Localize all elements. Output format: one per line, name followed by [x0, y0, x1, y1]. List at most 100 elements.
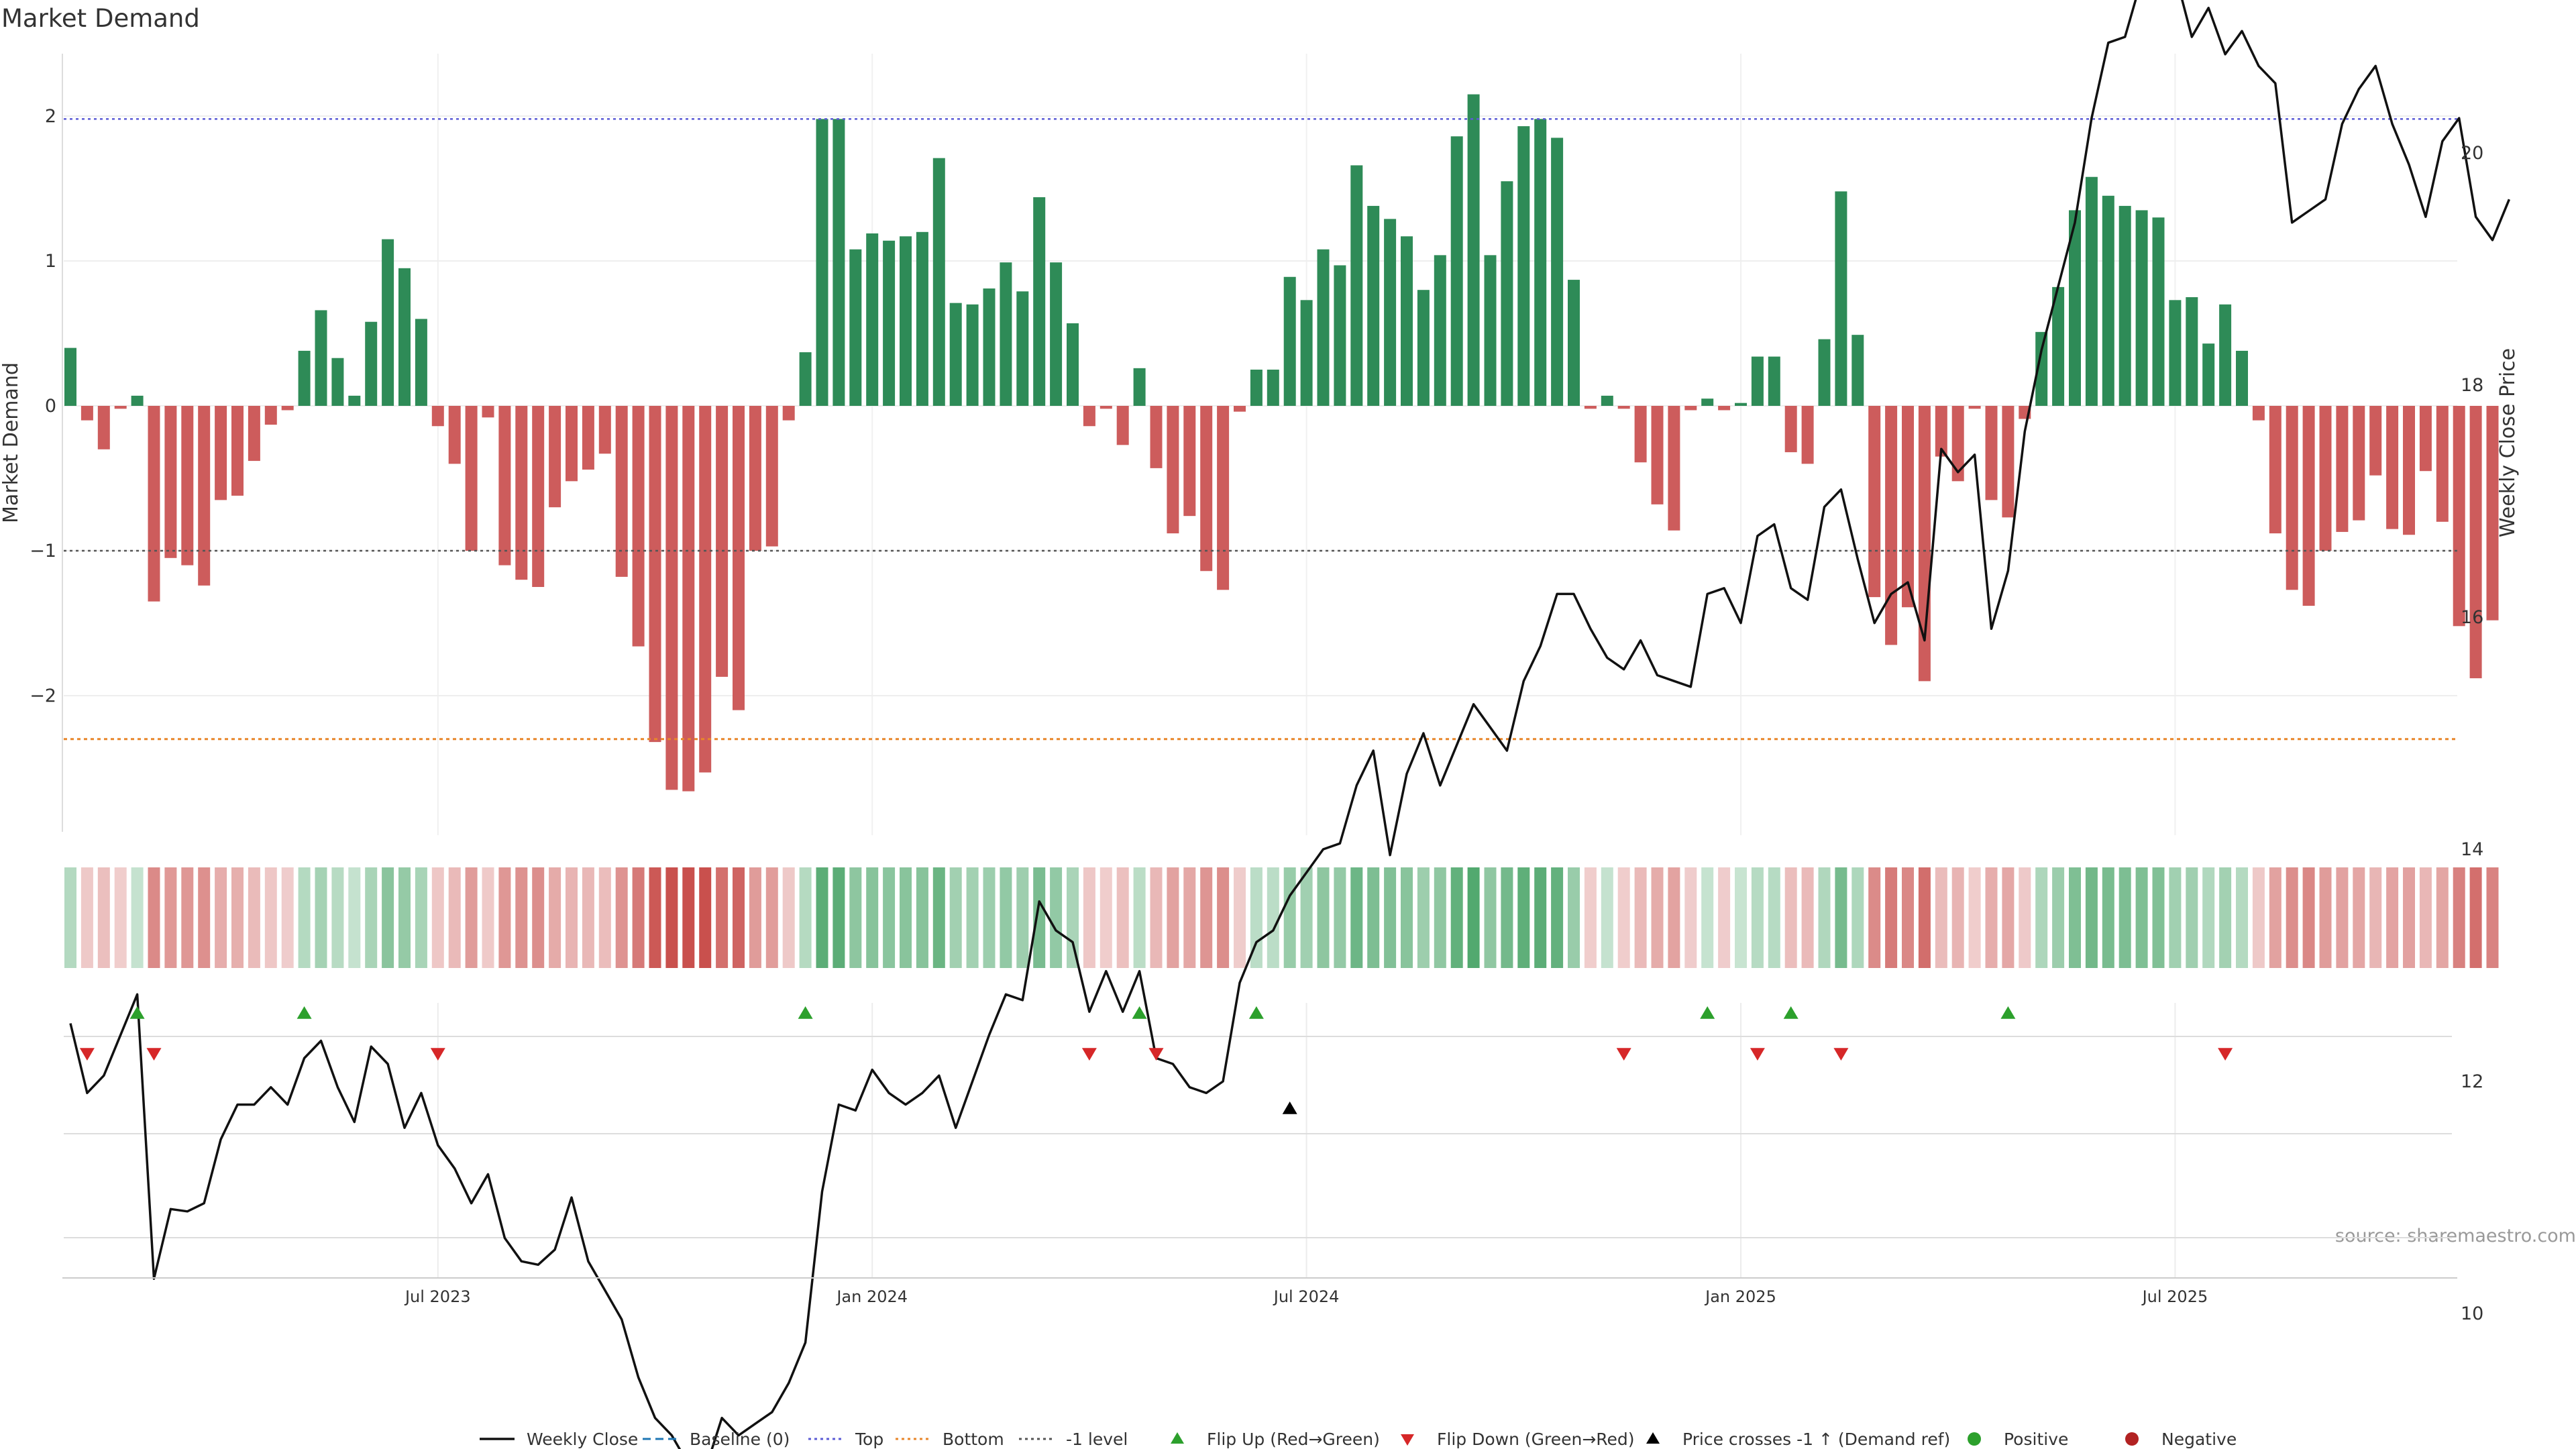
x-tick-label: Jul 2023: [404, 1287, 471, 1306]
heat-cell: [2169, 867, 2182, 968]
demand-bar: [1050, 262, 1063, 406]
heat-cell: [181, 867, 194, 968]
demand-bar: [1902, 406, 1914, 608]
demand-bar: [231, 406, 244, 496]
y2-tick-label: 12: [2461, 1071, 2483, 1092]
demand-bar: [1150, 406, 1163, 468]
demand-bar: [1467, 94, 1480, 406]
demand-bar: [281, 406, 294, 411]
demand-bar: [1417, 290, 1430, 406]
heat-cell: [966, 867, 979, 968]
legend-swatch-dot: [2125, 1432, 2139, 1446]
demand-bar: [1885, 406, 1898, 645]
demand-bar: [2453, 406, 2465, 627]
heat-cell: [2403, 867, 2415, 968]
demand-bar: [1217, 406, 1230, 590]
demand-bar: [1067, 323, 1079, 406]
demand-bar: [1501, 181, 1513, 406]
heat-cell: [1300, 867, 1313, 968]
demand-bar: [415, 319, 427, 406]
heat-cell: [2085, 867, 2098, 968]
heat-cell: [2202, 867, 2215, 968]
demand-bar: [2219, 304, 2232, 406]
demand-bar: [1250, 370, 1263, 406]
heat-cell: [1367, 867, 1380, 968]
heat-cell: [415, 867, 427, 968]
heat-cell: [97, 867, 110, 968]
flip-down-marker: [79, 1048, 95, 1061]
heat-cell: [448, 867, 461, 968]
heat-cell: [1835, 867, 1847, 968]
legend-label: Weekly Close: [527, 1430, 638, 1449]
heat-cell: [1668, 867, 1680, 968]
demand-bar: [1735, 402, 1747, 406]
heat-cell: [1283, 867, 1296, 968]
demand-bar: [2102, 195, 2114, 406]
heat-cell: [749, 867, 761, 968]
heat-cell: [916, 867, 928, 968]
demand-bar: [983, 288, 996, 406]
y2-tick-label: 18: [2461, 375, 2483, 396]
demand-bar: [2353, 406, 2365, 521]
heat-cell: [1016, 867, 1029, 968]
legend-item: Negative: [2125, 1430, 2237, 1449]
demand-bar: [532, 406, 545, 587]
demand-bar: [549, 406, 561, 508]
heat-cell: [1935, 867, 1947, 968]
demand-bar: [298, 350, 311, 406]
heat-cell: [782, 867, 795, 968]
heat-cell: [164, 867, 177, 968]
demand-bar: [916, 231, 928, 406]
flip-up-marker: [1700, 1006, 1715, 1019]
heat-cell: [348, 867, 361, 968]
x-tick-label: Jul 2025: [2141, 1287, 2208, 1306]
heat-cell: [765, 867, 778, 968]
heat-cell: [64, 867, 76, 968]
y2-tick-label: 16: [2461, 607, 2483, 628]
heat-cell: [2019, 867, 2031, 968]
price-line-group: [69, 0, 2511, 1449]
heat-cell: [2486, 867, 2499, 968]
demand-bar: [1935, 406, 1947, 457]
demand-bar: [315, 310, 327, 406]
heat-cell: [2118, 867, 2131, 968]
heat-cell: [1033, 867, 1046, 968]
flip-down-marker: [2218, 1048, 2233, 1061]
heat-cell: [2302, 867, 2315, 968]
heat-cell: [1116, 867, 1129, 968]
heat-cell: [1951, 867, 1964, 968]
demand-bar: [1283, 276, 1296, 406]
heat-cell: [431, 867, 444, 968]
heat-cell: [2453, 867, 2465, 968]
demand-bar: [2152, 217, 2165, 406]
heat-cell: [398, 867, 411, 968]
demand-bar: [1167, 406, 1179, 534]
demand-bar: [632, 406, 645, 647]
legend-item: Bottom: [896, 1430, 1004, 1449]
heat-cell: [1568, 867, 1580, 968]
demand-bar: [181, 406, 194, 566]
demand-heat-strip: [64, 867, 2499, 968]
demand-bar: [2269, 406, 2282, 534]
heat-cell: [1651, 867, 1664, 968]
heat-cell: [849, 867, 862, 968]
heat-cell: [215, 867, 227, 968]
demand-bar: [465, 406, 478, 551]
demand-bar: [515, 406, 528, 580]
heat-cell: [1417, 867, 1430, 968]
demand-bar: [1517, 126, 1530, 406]
y2-axis-label: Weekly Close Price: [2496, 348, 2520, 537]
demand-bar: [264, 406, 277, 425]
demand-bar: [2419, 406, 2432, 472]
demand-bar: [2202, 343, 2215, 406]
demand-bar: [2035, 331, 2048, 406]
y2-tick-label: 10: [2461, 1303, 2483, 1324]
heat-cell: [615, 867, 628, 968]
demand-bar: [1300, 300, 1313, 406]
heat-cell: [2369, 867, 2382, 968]
demand-bar: [1835, 191, 1847, 406]
demand-bar: [1033, 197, 1046, 406]
heat-cell: [198, 867, 211, 968]
flip-down-marker: [1148, 1048, 1164, 1061]
demand-bar: [1083, 406, 1095, 427]
